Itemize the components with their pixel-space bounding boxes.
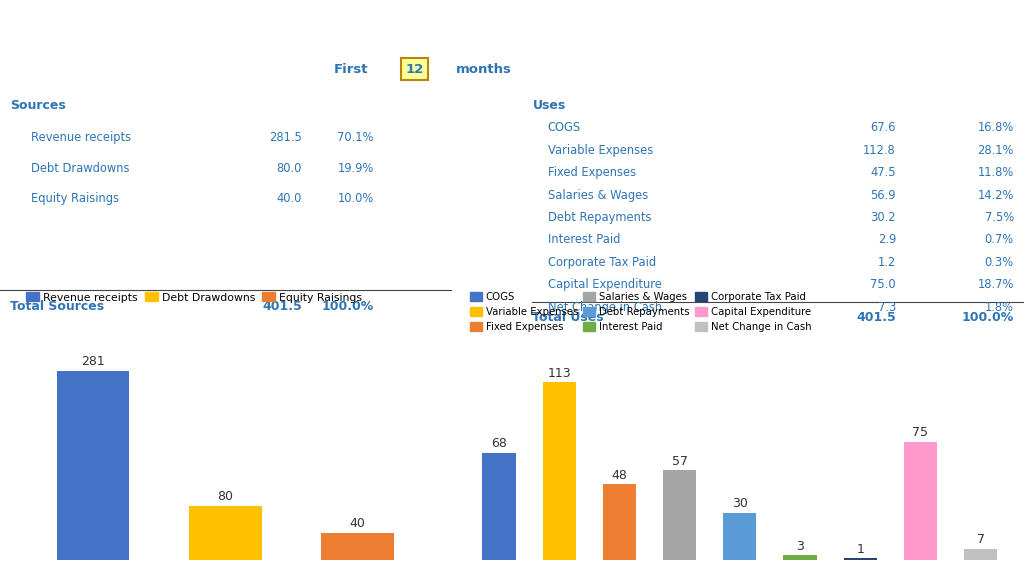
Text: 18.7%: 18.7% <box>977 278 1014 291</box>
Text: 100.0%: 100.0% <box>962 312 1014 324</box>
Text: 67.6: 67.6 <box>870 121 896 134</box>
Text: 1.2: 1.2 <box>878 256 896 269</box>
Text: Revenue receipts: Revenue receipts <box>31 132 131 144</box>
Text: 281.5: 281.5 <box>269 132 302 144</box>
Bar <box>844 558 877 560</box>
Text: 281: 281 <box>81 355 105 368</box>
Bar <box>783 555 816 560</box>
Text: Interest Paid: Interest Paid <box>548 233 621 246</box>
Text: 56.9: 56.9 <box>870 189 896 201</box>
Text: 401.5: 401.5 <box>262 300 302 313</box>
Text: 10.0%: 10.0% <box>338 192 374 205</box>
Bar <box>904 442 937 560</box>
Text: 30: 30 <box>732 497 748 510</box>
Text: 57: 57 <box>672 455 688 468</box>
Text: 80.0: 80.0 <box>276 162 302 175</box>
Text: 28.1%: 28.1% <box>977 144 1014 156</box>
Text: 113: 113 <box>548 367 571 380</box>
Text: Uses: Uses <box>532 99 565 112</box>
Text: 75: 75 <box>912 426 929 440</box>
Bar <box>543 382 575 560</box>
Text: 0.3%: 0.3% <box>985 256 1014 269</box>
Text: 80: 80 <box>217 490 233 503</box>
Text: months: months <box>456 63 512 76</box>
Bar <box>56 370 129 560</box>
Text: Fixed Expenses: Fixed Expenses <box>548 166 636 179</box>
Text: Corporate Tax Paid: Corporate Tax Paid <box>548 256 656 269</box>
Text: 0.7%: 0.7% <box>985 233 1014 246</box>
Bar <box>189 506 261 560</box>
Text: 2.9: 2.9 <box>878 233 896 246</box>
Text: Sources and Uses ($'000): Sources and Uses ($'000) <box>384 18 640 36</box>
Text: Sources: Sources <box>10 99 66 112</box>
Text: 112.8: 112.8 <box>863 144 896 156</box>
Bar <box>664 470 696 560</box>
Text: 3: 3 <box>796 539 804 553</box>
Text: 7: 7 <box>977 533 985 546</box>
Text: Equity Raisings: Equity Raisings <box>31 192 119 205</box>
Text: 70.1%: 70.1% <box>337 132 374 144</box>
Bar <box>482 453 516 560</box>
Text: Variable Expenses: Variable Expenses <box>548 144 653 156</box>
Text: 14.2%: 14.2% <box>977 189 1014 201</box>
Text: Debt Drawdowns: Debt Drawdowns <box>31 162 129 175</box>
Text: 1.8%: 1.8% <box>985 301 1014 314</box>
Text: 7.3: 7.3 <box>878 301 896 314</box>
Legend: Revenue receipts, Debt Drawdowns, Equity Raisings: Revenue receipts, Debt Drawdowns, Equity… <box>22 288 367 307</box>
Text: 40.0: 40.0 <box>276 192 302 205</box>
Text: 1: 1 <box>856 543 864 556</box>
Text: 40: 40 <box>349 517 366 530</box>
Text: 7.5%: 7.5% <box>984 211 1014 224</box>
Legend: COGS, Variable Expenses, Fixed Expenses, Salaries & Wages, Debt Repayments, Inte: COGS, Variable Expenses, Fixed Expenses,… <box>466 288 816 336</box>
Bar <box>603 484 636 560</box>
Bar <box>322 533 394 560</box>
Text: 19.9%: 19.9% <box>338 162 374 175</box>
Text: COGS: COGS <box>548 121 581 134</box>
Text: 401.5: 401.5 <box>856 312 896 324</box>
Text: 68: 68 <box>492 437 507 451</box>
Bar <box>723 512 757 560</box>
Text: Capital Expenditure: Capital Expenditure <box>548 278 662 291</box>
Text: 100.0%: 100.0% <box>322 300 374 313</box>
Text: 48: 48 <box>611 469 628 482</box>
Text: 75.0: 75.0 <box>870 278 896 291</box>
Text: Salaries & Wages: Salaries & Wages <box>548 189 648 201</box>
Text: Debt Repayments: Debt Repayments <box>548 211 651 224</box>
Text: 30.2: 30.2 <box>870 211 896 224</box>
Text: First: First <box>334 63 369 76</box>
Text: 47.5: 47.5 <box>870 166 896 179</box>
Text: Total Sources: Total Sources <box>10 300 104 313</box>
Text: 12: 12 <box>406 63 424 76</box>
Text: 16.8%: 16.8% <box>978 121 1014 134</box>
Text: 11.8%: 11.8% <box>978 166 1014 179</box>
Bar <box>964 549 997 560</box>
Text: Net Change in Cash: Net Change in Cash <box>548 301 662 314</box>
Text: Total Uses: Total Uses <box>532 312 604 324</box>
